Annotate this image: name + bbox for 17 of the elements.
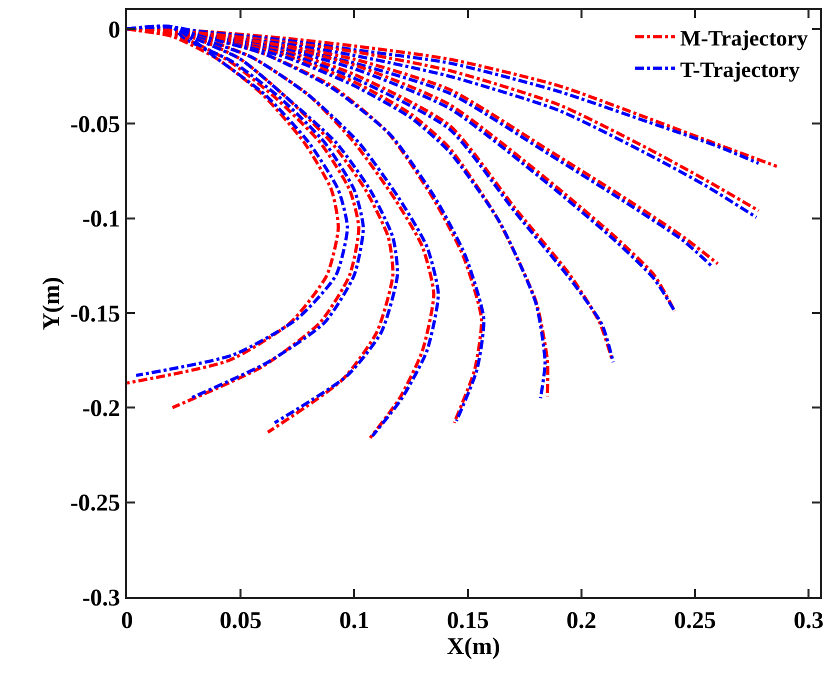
x-tick-label: 0.25 xyxy=(674,608,716,634)
x-tick-label: 0.3 xyxy=(794,608,824,634)
y-axis-title: Y(m) xyxy=(38,276,65,330)
y-tick-label: 0 xyxy=(108,17,120,44)
y-tick-label: -0.05 xyxy=(70,112,120,138)
y-tick-label: -0.15 xyxy=(70,301,120,328)
legend-label: M-Trajectory xyxy=(680,25,808,50)
x-tick-label: 0.15 xyxy=(446,608,489,634)
y-tick-label: -0.3 xyxy=(82,585,120,612)
x-tick-label: 0.2 xyxy=(566,608,596,634)
y-tick-label: -0.25 xyxy=(70,490,120,517)
legend-label: T-Trajectory xyxy=(680,56,800,82)
y-tick-label: -0.2 xyxy=(82,396,120,422)
x-tick-label: 0.05 xyxy=(220,608,262,634)
x-tick-label: 0.1 xyxy=(339,608,370,634)
x-axis-title: X(m) xyxy=(446,634,500,660)
y-tick-label: -0.1 xyxy=(82,206,120,233)
